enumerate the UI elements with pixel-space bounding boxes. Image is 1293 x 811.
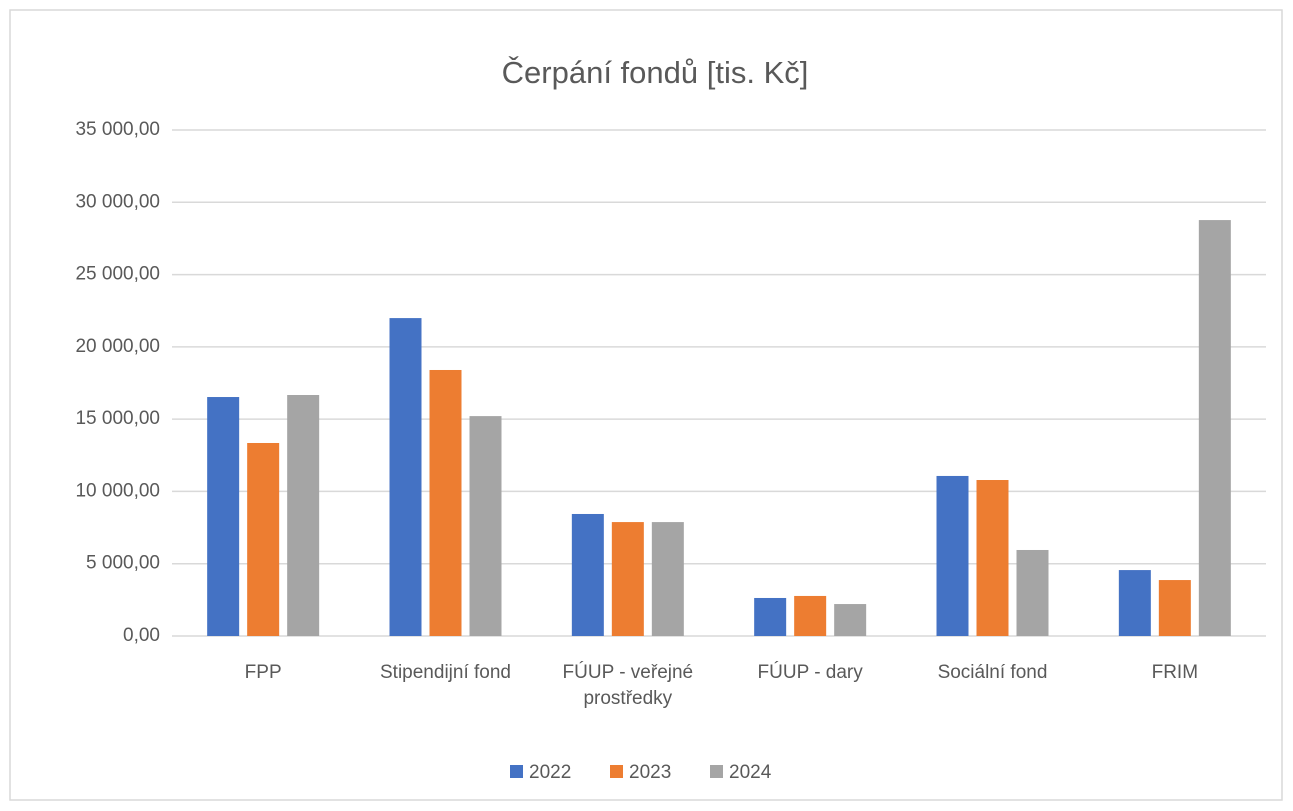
y-tick-label: 30 000,00 [75, 191, 160, 212]
bar [287, 394, 320, 636]
bar [389, 318, 422, 636]
legend-label: 2022 [529, 762, 571, 783]
bar [1016, 549, 1049, 636]
legend-swatch [710, 765, 723, 778]
legend-label: 2024 [729, 762, 772, 783]
bar [651, 522, 684, 636]
bar [611, 522, 644, 636]
bar [247, 442, 280, 636]
bar [936, 475, 969, 636]
chart-title: Čerpání fondů [tis. Kč] [502, 55, 809, 90]
bar [976, 480, 1009, 636]
y-tick-label: 0,00 [123, 625, 160, 646]
bar [207, 397, 240, 636]
x-tick-label: FÚUP - veřejné prostředky [562, 662, 694, 709]
legend-swatch [610, 765, 623, 778]
legend-label: 2023 [629, 762, 671, 783]
y-tick-label: 25 000,00 [75, 264, 160, 285]
bar [571, 513, 604, 636]
x-tick-label: FRIM [1151, 662, 1199, 683]
x-tick-label: Stipendijní fond [380, 662, 511, 683]
bar [834, 604, 867, 636]
y-tick-label: 35 000,00 [75, 119, 160, 140]
bar [794, 595, 827, 636]
y-tick-label: 10 000,00 [75, 480, 160, 501]
bar [1198, 220, 1231, 636]
y-tick-label: 5 000,00 [86, 553, 160, 574]
x-tick-label: FÚUP - dary [757, 662, 863, 683]
legend-swatch [510, 765, 523, 778]
bar [1158, 580, 1191, 636]
x-tick-label: Sociální fond [937, 662, 1048, 683]
bar [754, 597, 787, 636]
y-tick-label: 15 000,00 [75, 408, 160, 429]
x-tick-label: FPP [244, 662, 282, 683]
bar [469, 416, 502, 636]
bar [1118, 570, 1151, 636]
bar [429, 369, 462, 636]
y-tick-label: 20 000,00 [75, 336, 160, 357]
